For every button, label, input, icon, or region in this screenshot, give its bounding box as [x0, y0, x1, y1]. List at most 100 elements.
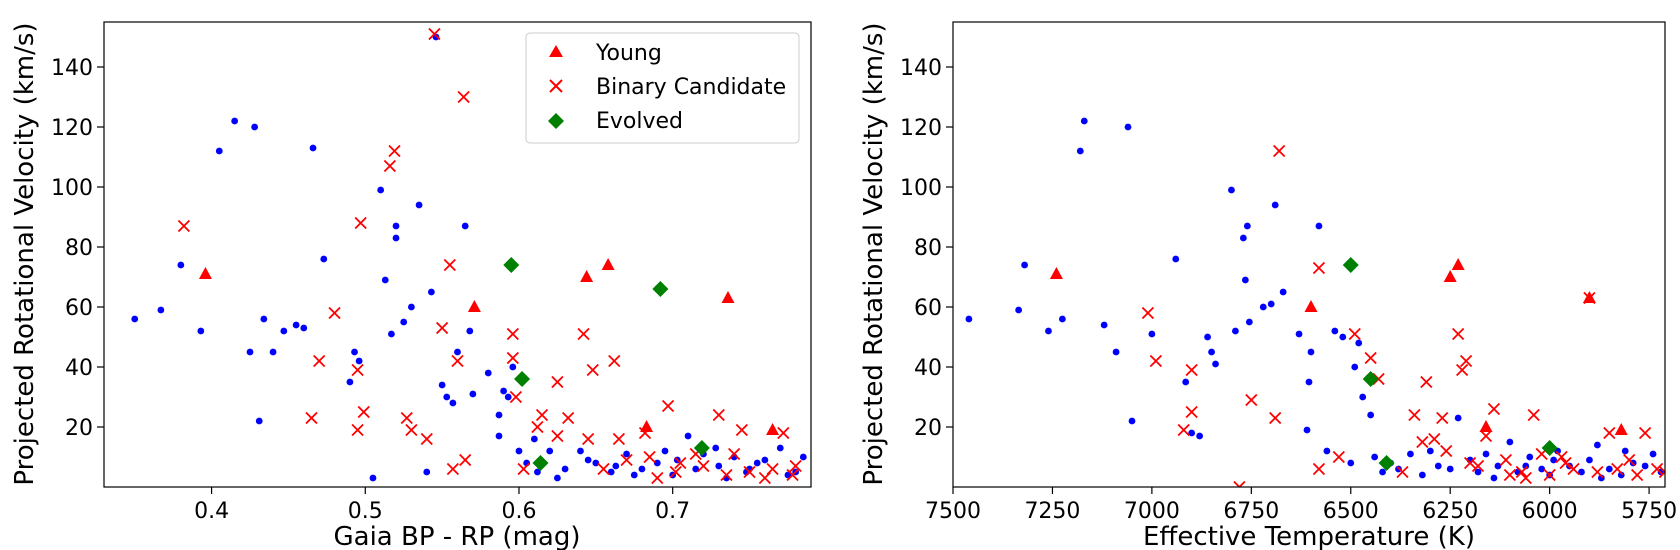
point-binary-candidate [1515, 465, 1528, 479]
point-binary-candidate [1428, 432, 1441, 446]
point-main [1490, 474, 1498, 482]
point-evolved [652, 281, 669, 297]
point-main [260, 315, 268, 323]
point-binary-candidate [1348, 327, 1361, 341]
point-binary-candidate [735, 423, 748, 437]
point-young [1443, 270, 1457, 282]
point-main [1474, 468, 1482, 476]
point-binary-candidate [674, 456, 687, 470]
point-main [630, 471, 638, 479]
point-main [1426, 447, 1434, 455]
legend: Young Binary Candidate Evolved [525, 32, 800, 144]
point-main [251, 123, 259, 131]
legend-entry-binary-candidate: Binary Candidate [549, 75, 786, 100]
point-main [369, 474, 377, 482]
point-main [427, 288, 435, 296]
point-binary-candidate [1543, 468, 1556, 482]
point-main [1124, 123, 1132, 131]
point-main [692, 465, 700, 473]
x-axis-label-right: Effective Temperature (K) [1143, 522, 1475, 550]
point-main [438, 381, 446, 389]
point-binary-candidate [1185, 363, 1198, 377]
x-tick-label: 7000 [1124, 499, 1180, 524]
point-evolved [503, 257, 520, 273]
point-main [197, 327, 205, 335]
point-main [623, 450, 630, 458]
point-binary-candidate [1312, 261, 1326, 275]
point-binary-candidate [551, 375, 564, 389]
point-main [1196, 432, 1204, 440]
point-main [965, 315, 973, 323]
legend-evolved-diamond-marker [548, 113, 564, 129]
x-tick-label: 0.6 [501, 499, 536, 524]
point-main [1267, 300, 1275, 308]
point-binary-candidate [517, 462, 530, 476]
point-binary-candidate [506, 327, 519, 341]
point-binary-candidate [577, 327, 590, 341]
point-binary-candidate [383, 159, 397, 173]
point-main [246, 348, 254, 356]
point-binary-candidate [789, 459, 802, 473]
point-main [776, 444, 784, 452]
point-main [1232, 327, 1239, 335]
panel-left: 0.4 0.5 0.6 0.7 20 40 60 80 100 120 140 Gaia BP -… [10, 21, 812, 550]
point-main [1021, 261, 1028, 269]
point-main [157, 306, 165, 314]
point-binary-candidate [1487, 402, 1501, 416]
y-tick-label: 20 [914, 416, 942, 441]
point-binary-candidate [758, 471, 772, 485]
point-evolved [1541, 440, 1558, 456]
point-binary-candidate [1499, 453, 1513, 467]
legend-entry-young: Young [549, 41, 662, 66]
point-main [1295, 330, 1303, 338]
point-main [1418, 471, 1426, 479]
point-binary-candidate [586, 363, 599, 377]
point-main [1100, 321, 1108, 329]
point-binary-candidate [313, 354, 326, 368]
x-ticks-left: 0.4 0.5 0.6 0.7 [194, 487, 690, 524]
point-main [500, 387, 508, 395]
x-tick-label: 7500 [925, 499, 981, 524]
point-young [467, 300, 481, 312]
point-main [388, 330, 395, 338]
point-main [309, 144, 317, 152]
point-main [1494, 462, 1502, 470]
point-main [504, 393, 512, 401]
point-binary-candidate [400, 411, 413, 425]
point-main [1617, 471, 1625, 479]
point-main [300, 324, 308, 332]
point-binary-candidate [446, 462, 460, 476]
point-binary-candidate [1396, 465, 1409, 479]
point-binary-candidate [697, 459, 710, 473]
point-binary-candidate [1567, 462, 1580, 476]
y-ticks-right: 20 40 60 80 100 120 140 [900, 56, 953, 441]
point-main [799, 453, 807, 461]
point-main [355, 357, 363, 365]
point-binary-candidate [351, 423, 364, 437]
legend-binary-candidate-label: Binary Candidate [596, 75, 786, 100]
point-main [612, 462, 620, 470]
point-binary-candidate [1611, 462, 1624, 476]
y-tick-label: 140 [900, 56, 942, 81]
point-binary-candidate [1269, 411, 1282, 425]
point-main [1259, 303, 1267, 311]
point-binary-candidate [1452, 327, 1465, 341]
point-binary-candidate [509, 390, 523, 404]
point-binary-candidate [506, 351, 519, 365]
point-main [530, 435, 538, 443]
point-main [1076, 147, 1084, 155]
point-main [1128, 417, 1136, 425]
point-main [712, 444, 720, 452]
point-binary-candidate [1583, 291, 1596, 305]
point-evolved [514, 371, 531, 387]
point-main [592, 459, 600, 467]
point-main [1355, 339, 1363, 347]
point-main [1578, 468, 1585, 476]
point-main [1605, 465, 1613, 473]
point-main [255, 417, 263, 425]
y-axis-label-right: Projected Rotational Velocity (km/s) [859, 22, 889, 485]
point-main [1058, 315, 1066, 323]
point-main [1080, 117, 1088, 125]
plot-frame-left [103, 21, 812, 488]
legend-box [525, 32, 800, 144]
